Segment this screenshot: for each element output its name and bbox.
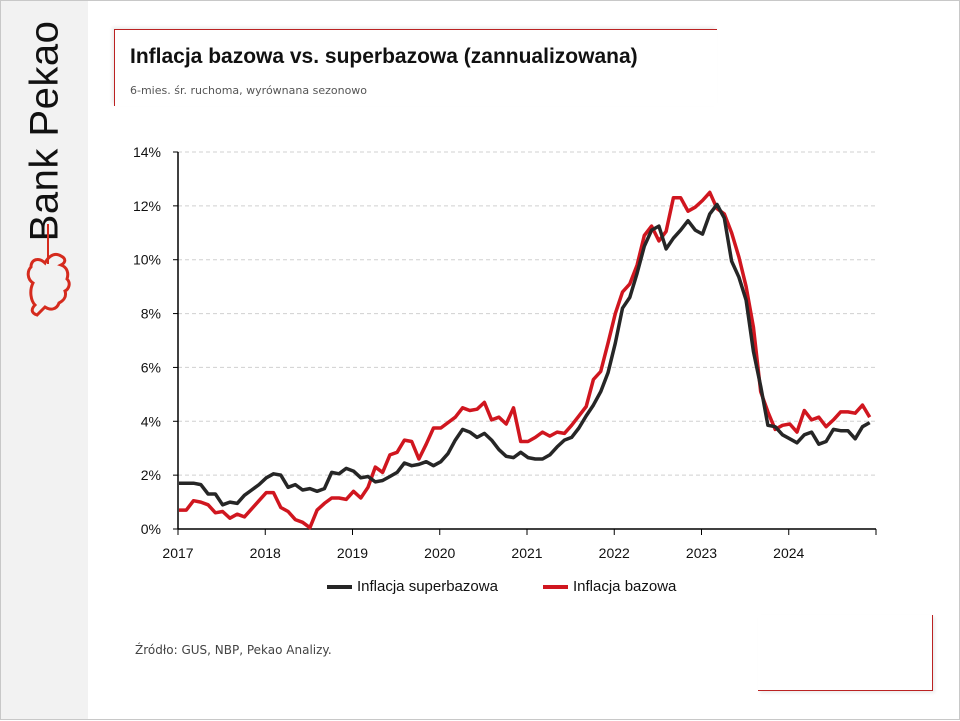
title-frame <box>114 29 717 106</box>
series-line-superbazowa <box>179 202 871 507</box>
y-tick-label: 2% <box>141 467 161 483</box>
y-tick-label: 6% <box>141 359 161 375</box>
bison-logo-icon <box>26 252 71 317</box>
y-tick-label: 8% <box>141 306 161 322</box>
legend-item-bazowa: Inflacja bazowa <box>543 578 676 595</box>
legend-label: Inflacja bazowa <box>573 578 677 595</box>
y-tick-label: 0% <box>141 521 161 537</box>
x-tick-label: 2020 <box>424 545 455 561</box>
source-note: Źródło: GUS, NBP, Pekao Analizy. <box>135 643 332 657</box>
x-tick-label: 2022 <box>599 545 630 561</box>
y-tick-label: 10% <box>133 252 161 268</box>
legend-swatch <box>543 584 568 589</box>
sidebar: Bank Pekao <box>1 1 88 719</box>
legend-item-superbazowa: Inflacja superbazowa <box>327 578 498 595</box>
legend-label: Inflacja superbazowa <box>357 578 498 595</box>
y-tick-label: 4% <box>141 413 161 429</box>
x-tick-label: 2017 <box>162 545 193 561</box>
x-tick-label: 2024 <box>773 545 804 561</box>
x-tick-label: 2018 <box>250 545 281 561</box>
legend-swatch <box>327 584 352 589</box>
y-tick-label: 14% <box>133 144 161 160</box>
corner-frame <box>758 615 933 691</box>
x-tick-label: 2019 <box>337 545 368 561</box>
x-tick-label: 2023 <box>686 545 717 561</box>
series-line-bazowa <box>179 190 872 530</box>
x-tick-label: 2021 <box>511 545 542 561</box>
y-tick-label: 12% <box>133 198 161 214</box>
chart-subtitle: 6-mies. śr. ruchoma, wyrównana sezonowo <box>130 84 368 97</box>
chart-title: Inflacja bazowa vs. superbazowa (zannual… <box>130 45 638 68</box>
